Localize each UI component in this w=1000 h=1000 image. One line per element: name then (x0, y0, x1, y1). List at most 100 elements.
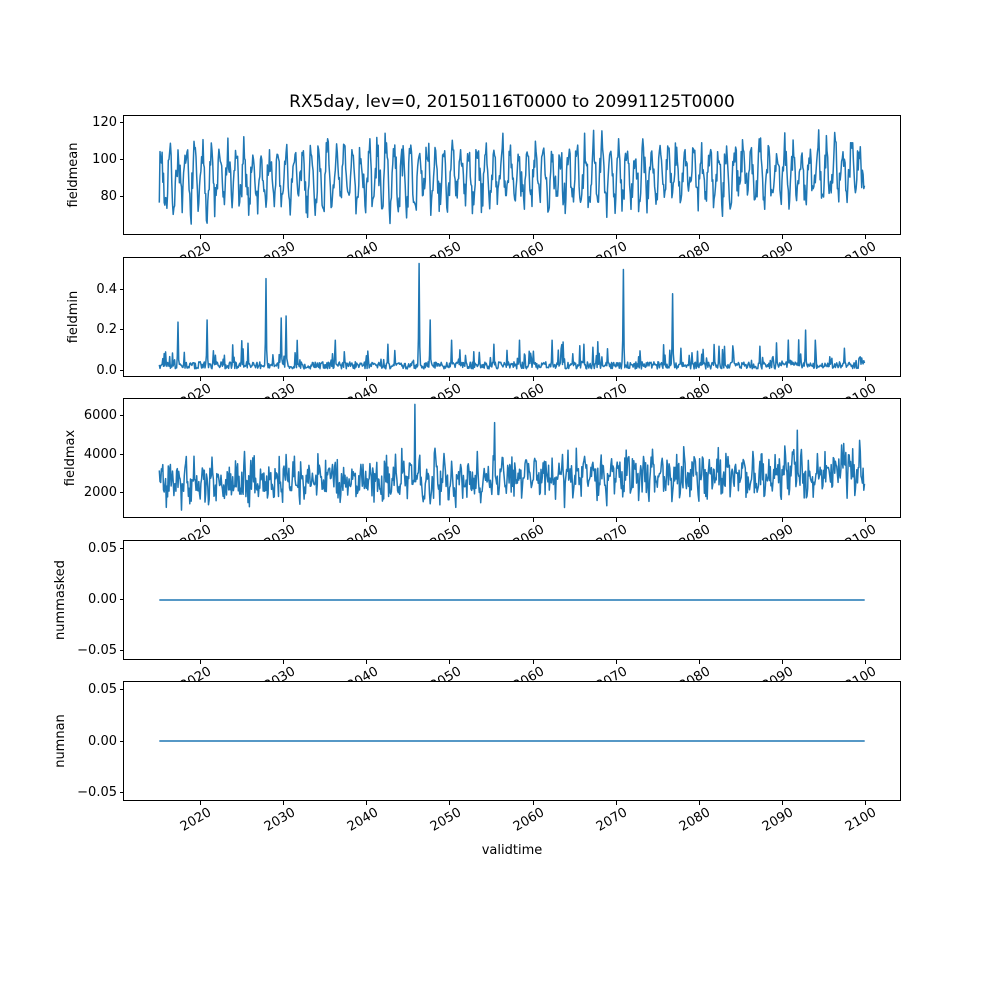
x-tick-mark (449, 235, 451, 239)
y-tick-label: −0.05 (77, 784, 117, 800)
y-tick-mark (119, 196, 124, 198)
x-tick-mark (781, 659, 783, 664)
line-plot-nummasked (159, 598, 865, 601)
x-tick-mark (532, 518, 534, 522)
x-tick-label: 2080 (677, 805, 714, 835)
x-tick-mark (615, 659, 617, 664)
axes-fieldmax (123, 398, 901, 518)
x-tick-label: 2050 (427, 805, 464, 835)
y-tick-mark (119, 689, 124, 691)
y-tick-label: 2000 (83, 484, 117, 500)
line-plot-fieldmax (158, 403, 866, 511)
y-axis-label-fieldmin: fieldmin (66, 290, 81, 343)
y-tick-mark (119, 415, 124, 417)
subplot-nummasked: nummasked −0.05 0.00 0.05 2020 2030 2040 2050 2… (0, 539, 1000, 693)
x-tick-label: 2020 (178, 805, 215, 835)
x-tick-mark (865, 376, 866, 381)
y-tick-label: 120 (92, 114, 117, 130)
x-tick-mark (532, 235, 534, 239)
axes-fieldmin (123, 256, 901, 377)
x-tick-mark (200, 518, 202, 522)
y-tick-mark (119, 491, 124, 493)
line-plot-fieldmean (158, 129, 866, 225)
line-plot-fieldmin (158, 262, 866, 370)
x-tick-mark (283, 376, 285, 381)
y-tick-mark (119, 288, 124, 290)
y-tick-mark (119, 547, 124, 549)
x-tick-label: 2030 (261, 805, 298, 835)
x-tick-mark (615, 518, 617, 522)
x-tick-mark (449, 801, 451, 805)
y-tick-label: 0.4 (96, 281, 117, 297)
x-tick-mark (283, 235, 285, 239)
x-tick-mark (366, 801, 368, 805)
x-tick-mark (366, 235, 368, 239)
x-tick-mark (615, 235, 617, 239)
y-tick-mark (119, 650, 124, 652)
data-line (158, 262, 866, 370)
x-tick-mark (698, 376, 700, 381)
y-axis-label-numnan: numnan (53, 714, 68, 768)
y-tick-label: 0.05 (88, 682, 117, 698)
x-tick-mark (283, 659, 285, 664)
x-tick-label: 2090 (760, 805, 797, 835)
x-tick-mark (200, 801, 202, 805)
x-tick-mark (200, 659, 202, 664)
x-tick-label: 2060 (510, 805, 548, 835)
x-tick-mark (865, 801, 866, 805)
y-tick-label: 0.0 (96, 362, 117, 378)
y-tick-label: 0.2 (96, 322, 117, 338)
x-tick-mark (532, 659, 534, 664)
x-tick-mark (781, 235, 783, 239)
y-tick-mark (119, 791, 124, 793)
y-tick-label: 0.00 (88, 733, 117, 749)
x-tick-mark (865, 518, 866, 522)
x-tick-label: 2040 (344, 805, 381, 835)
y-tick-label: 80 (100, 189, 117, 205)
y-axis-label-fieldmax: fieldmax (63, 429, 78, 487)
x-tick-mark (449, 376, 451, 381)
axes-numnan (123, 681, 901, 801)
subplot-fieldmax: fieldmax 2000 4000 6000 2020 2030 2040 2050 206… (0, 398, 1000, 552)
chart-title: RX5day, lev=0, 20150116T0000 to 20991125… (289, 92, 735, 112)
y-tick-mark (119, 599, 124, 600)
x-tick-mark (698, 801, 700, 805)
x-tick-mark (615, 376, 617, 381)
y-axis-label-fieldmean: fieldmean (66, 142, 81, 208)
x-tick-mark (366, 376, 368, 381)
x-tick-mark (781, 518, 783, 522)
x-tick-mark (366, 518, 368, 522)
x-tick-label: 2070 (593, 805, 631, 835)
y-tick-mark (119, 329, 124, 331)
y-tick-mark (119, 159, 124, 161)
x-tick-mark (200, 235, 202, 239)
y-axis-label-nummasked: nummasked (53, 559, 68, 640)
y-tick-label: 4000 (83, 446, 117, 462)
x-tick-mark (532, 801, 534, 805)
x-tick-mark (698, 235, 700, 239)
y-tick-label: 0.05 (88, 540, 117, 556)
x-tick-mark (698, 659, 700, 664)
x-tick-mark (283, 518, 285, 522)
y-tick-mark (119, 121, 124, 123)
y-tick-label: −0.05 (77, 643, 117, 659)
data-line (158, 403, 866, 511)
x-tick-mark (781, 801, 783, 805)
x-tick-mark (698, 518, 700, 522)
x-tick-mark (200, 376, 202, 381)
y-tick-mark (119, 740, 124, 742)
y-tick-label: 100 (92, 152, 117, 168)
x-tick-label: 2100 (843, 805, 880, 835)
x-tick-mark (366, 659, 368, 664)
x-tick-mark (283, 801, 285, 805)
line-plot-numnan (159, 740, 865, 742)
data-line (158, 129, 866, 225)
axes-fieldmean (123, 115, 901, 235)
subplot-fieldmean: fieldmean 80 100 120 2020 2030 2040 2050 2060 20… (0, 114, 1000, 269)
y-tick-label: 0.00 (88, 592, 117, 607)
axes-nummasked (123, 539, 901, 660)
y-tick-mark (119, 453, 124, 455)
x-tick-mark (865, 235, 866, 239)
subplot-fieldmin: fieldmin 0.0 0.2 0.4 2020 2030 2040 2050 2060 20… (0, 256, 1000, 410)
